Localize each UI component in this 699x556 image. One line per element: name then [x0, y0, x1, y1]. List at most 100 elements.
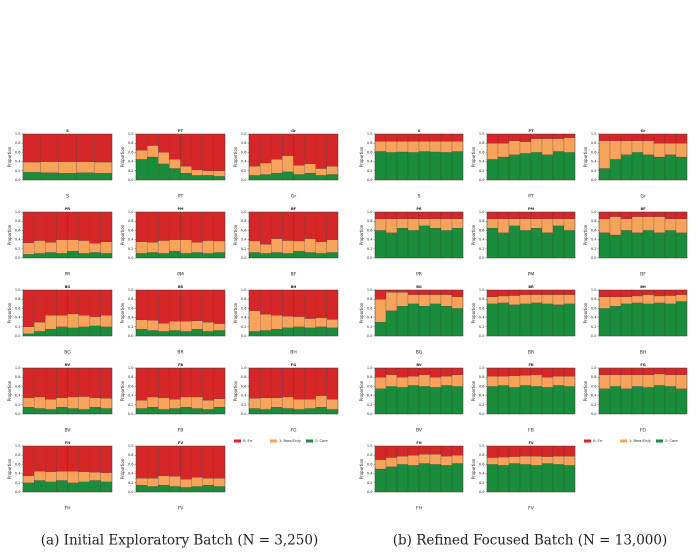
bar-segment — [396, 218, 409, 229]
bar-segment — [304, 238, 316, 253]
bar-segment — [40, 161, 59, 173]
bar-segment — [326, 133, 339, 167]
bar-segment — [486, 289, 499, 298]
bar-segment — [169, 168, 181, 181]
bar-segment — [248, 166, 261, 176]
y-tick-label: 0.2 — [591, 169, 597, 173]
x-axis-label: FH — [416, 506, 422, 512]
bar-segment — [385, 141, 398, 153]
bar-segment — [158, 289, 170, 324]
y-tick-label: 0.0 — [15, 178, 21, 182]
bar-segment — [282, 316, 294, 328]
bar-segment — [169, 399, 181, 409]
bar-segment — [508, 289, 521, 296]
bar-segment — [260, 367, 272, 398]
bar-segment — [429, 367, 442, 378]
bar-segment — [158, 133, 170, 153]
bar-segment — [147, 211, 159, 243]
bar-segment — [609, 289, 622, 298]
bar-segment — [418, 151, 431, 181]
bar-segment — [440, 306, 453, 337]
plot-frame — [486, 445, 576, 493]
bar-segment — [304, 408, 316, 415]
bar-segment — [664, 230, 677, 259]
bar-segment — [675, 367, 688, 376]
bar-segment — [631, 140, 644, 153]
bar-segment — [653, 211, 666, 217]
bar-segment — [213, 176, 226, 181]
y-axis-label: Proportion — [233, 380, 238, 401]
bar-segment — [653, 373, 666, 386]
y-tick-label: 0.6 — [241, 150, 247, 154]
bar-segment — [260, 397, 272, 410]
y-tick-label: 0.0 — [15, 490, 21, 494]
bar-segment — [642, 140, 655, 155]
chart-title: PM — [528, 207, 535, 211]
y-tick-label: 0.2 — [15, 325, 21, 329]
x-axis-label: FV — [528, 506, 535, 512]
bar-segment — [89, 211, 101, 244]
bar-segment — [213, 330, 226, 337]
legend-label: 0: Err — [243, 439, 253, 443]
plot-frame — [135, 445, 226, 493]
bar-segment — [315, 317, 327, 327]
y-axis-label: Proportion — [471, 224, 476, 245]
bar-segment — [202, 409, 214, 415]
bar-segment — [653, 232, 666, 259]
x-axis-label: BG — [64, 350, 71, 356]
bar-segment — [497, 367, 510, 377]
bar-segment — [56, 367, 68, 398]
chart-title: FH — [416, 441, 421, 445]
bar-segment — [169, 330, 181, 337]
bar-segment — [22, 254, 35, 259]
y-tick-label: 1.0 — [479, 444, 485, 448]
y-tick-label: 0.0 — [367, 412, 373, 416]
bar-segment — [418, 463, 431, 493]
bar-segment — [78, 289, 90, 316]
bar-segment — [440, 133, 453, 142]
bar-segment — [158, 152, 170, 164]
y-tick-label: 0.6 — [128, 306, 134, 310]
bar-segment — [34, 408, 46, 415]
bar-segment — [260, 253, 272, 259]
bar-segment — [89, 397, 101, 408]
bar-segment — [508, 140, 521, 155]
plot-frame — [598, 289, 688, 337]
y-axis-label: Proportion — [120, 302, 125, 323]
plot-frame — [22, 367, 113, 415]
y-tick-label: 0.0 — [367, 334, 373, 338]
bar-segment — [191, 445, 203, 478]
bar-segment — [191, 408, 203, 415]
bar-segment — [451, 289, 464, 298]
legend-swatch — [306, 439, 313, 443]
bar-segment — [135, 289, 148, 320]
y-tick-label: 0.8 — [241, 141, 247, 145]
bar-segment — [385, 374, 398, 387]
bar-segment — [315, 241, 327, 254]
bar-segment — [271, 238, 283, 253]
bar-segment — [100, 241, 113, 254]
bar-segment — [22, 133, 41, 163]
chart-title: Gr — [291, 129, 296, 133]
bar-segment — [429, 133, 442, 142]
bar-segment — [271, 397, 283, 408]
y-tick-label: 0.4 — [367, 472, 373, 476]
bar-segment — [497, 218, 510, 233]
bar-segment — [34, 331, 46, 337]
x-axis-label: FB — [178, 428, 184, 434]
bar-segment — [530, 228, 543, 259]
chart-title: PT — [529, 129, 535, 133]
y-tick-label: 0.6 — [367, 228, 373, 232]
y-axis-label: Proportion — [359, 224, 364, 245]
y-tick-label: 0.4 — [591, 238, 597, 242]
x-axis-label: Gr — [640, 194, 645, 200]
bar-segment — [34, 211, 46, 241]
bar-segment — [508, 375, 521, 388]
bar-segment — [418, 218, 431, 226]
bar-segment — [541, 154, 554, 181]
bar-segment — [563, 294, 576, 304]
bar-segment — [271, 133, 283, 160]
bar-segment — [620, 154, 633, 181]
bar-segment — [429, 151, 442, 181]
x-axis-label: PT — [528, 194, 534, 200]
